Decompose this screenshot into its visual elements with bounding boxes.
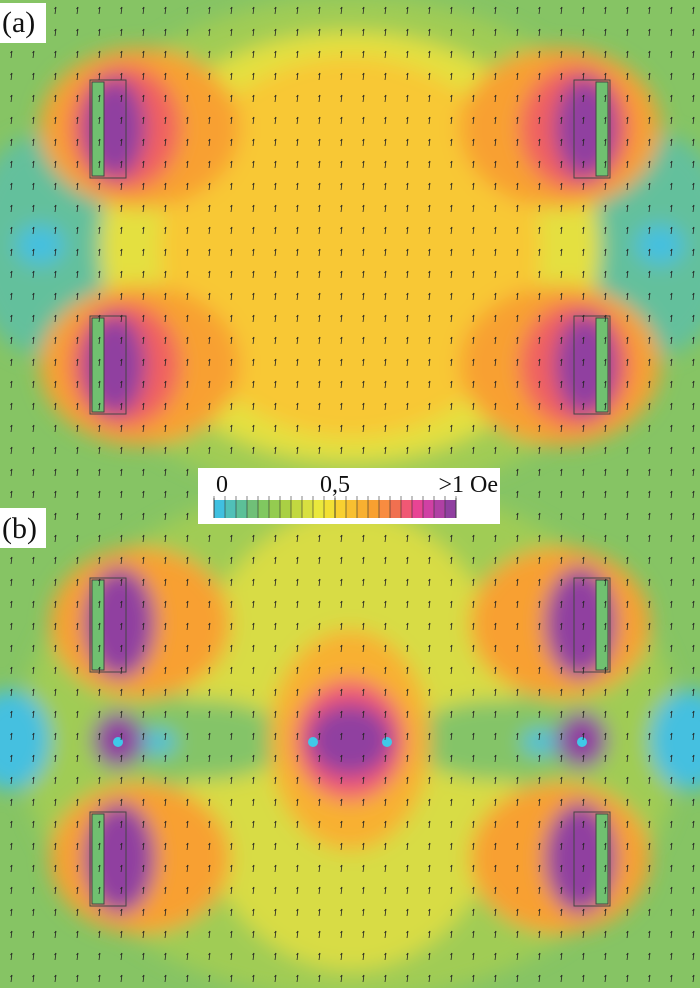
colorbar-tick-label: 0 [216, 472, 228, 498]
colorbar-segment [346, 500, 358, 518]
colorbar-segment [236, 500, 248, 518]
panel-a [0, 0, 700, 494]
colorbar-segment [247, 500, 259, 518]
colorbar-segment [357, 500, 369, 518]
label-bg [0, 3, 46, 43]
colorbar-segment [280, 500, 292, 518]
colorbar-segment [214, 500, 226, 518]
colorbar-segment [291, 500, 303, 518]
colorbar-segment [412, 500, 424, 518]
label-bg [0, 508, 46, 548]
panel-label: (b) [2, 512, 37, 545]
panel-b [0, 494, 700, 988]
panel-label: (a) [2, 6, 35, 39]
colorbar-segment [401, 500, 413, 518]
colorbar-segment [335, 500, 347, 518]
colorbar-segment [368, 500, 380, 518]
colorbar-segment [269, 500, 281, 518]
colorbar-segment [434, 500, 446, 518]
colorbar-segment [390, 500, 402, 518]
colorbar-segment [313, 500, 325, 518]
colorbar: 0 0,5 >1 Oe [213, 472, 498, 518]
colorbar-segment [258, 500, 270, 518]
colorbar-segment [302, 500, 314, 518]
colorbar-segment [445, 500, 457, 518]
colorbar-segment [324, 500, 336, 518]
colorbar-tick-label: 0,5 [320, 472, 350, 498]
colorbar-segment [225, 500, 237, 518]
colorbar-tick-label: >1 Oe [438, 472, 498, 498]
colorbar-segment [423, 500, 435, 518]
colorbar-segment [379, 500, 391, 518]
